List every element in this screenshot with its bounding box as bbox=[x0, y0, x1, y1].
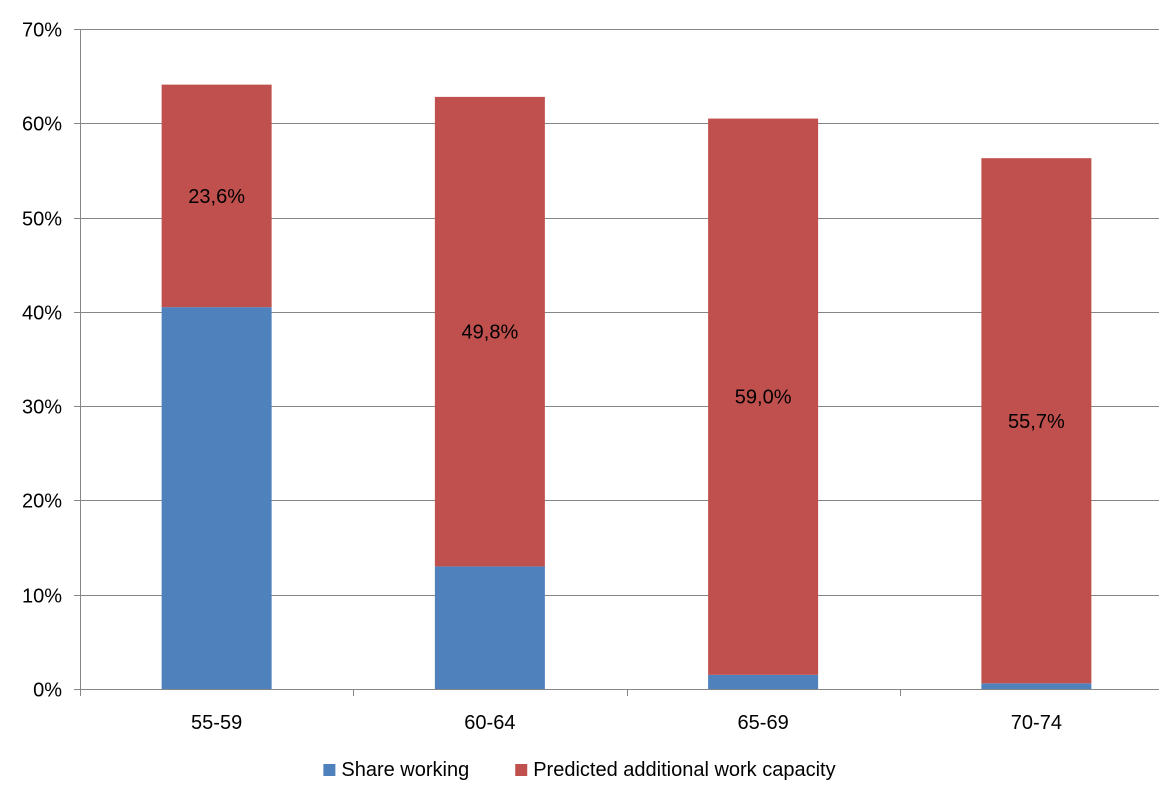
legend-label: Predicted additional work capacity bbox=[533, 759, 835, 781]
bar-predicted-capacity bbox=[981, 158, 1092, 684]
legend: Share working Predicted additional work c… bbox=[323, 759, 836, 781]
bar-share-working bbox=[981, 683, 1092, 689]
legend-label: Share working bbox=[341, 759, 469, 781]
bar-predicted-capacity bbox=[161, 84, 272, 308]
bar-share-working bbox=[434, 566, 545, 689]
bar-predicted-capacity bbox=[434, 96, 545, 567]
data-label: 49,8% bbox=[462, 322, 519, 344]
bar-share-working bbox=[708, 674, 819, 689]
y-tick-label: 10% bbox=[22, 586, 62, 608]
x-tick-label: 65-69 bbox=[738, 712, 789, 734]
y-tick-label: 60% bbox=[22, 114, 62, 136]
y-tick-label: 0% bbox=[33, 680, 62, 702]
data-label: 23,6% bbox=[188, 186, 245, 208]
y-tick-label: 20% bbox=[22, 491, 62, 513]
x-tick-label: 70-74 bbox=[1011, 712, 1062, 734]
legend-swatch bbox=[323, 764, 336, 776]
y-tick-label: 70% bbox=[22, 20, 62, 42]
y-tick-label: 40% bbox=[22, 303, 62, 325]
x-tick-label: 55-59 bbox=[191, 712, 242, 734]
data-label: 55,7% bbox=[1008, 411, 1065, 433]
axes: 0% 10% 20% 30% 40% 50% 60% 70% 55-59 60-64 65-69 70… bbox=[22, 20, 1159, 734]
y-tick-label: 30% bbox=[22, 397, 62, 419]
legend-swatch bbox=[515, 764, 528, 776]
data-label: 59,0% bbox=[735, 387, 792, 409]
bar-share-working bbox=[161, 307, 272, 689]
data-labels: 23,6% 49,8% 59,0% 55,7% bbox=[188, 186, 1065, 433]
bar-predicted-capacity bbox=[708, 118, 819, 675]
y-tick-label: 50% bbox=[22, 209, 62, 231]
x-tick-label: 60-64 bbox=[464, 712, 515, 734]
bars bbox=[161, 84, 1092, 689]
